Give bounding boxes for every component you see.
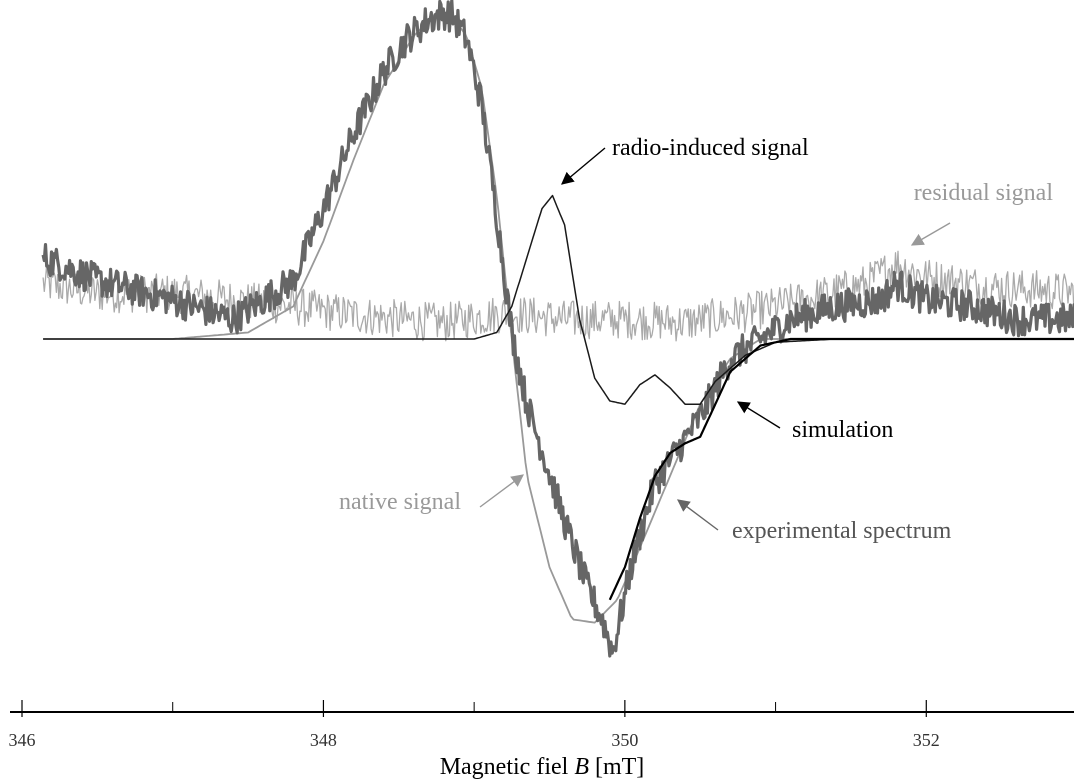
series-line-experimental-spectrum <box>41 0 1074 658</box>
x-axis: 346 348 350 352 Magnetic fiel B [mT] <box>9 700 1074 780</box>
series-line-simulation <box>608 337 1074 601</box>
annotation-residual-signal: residual signal <box>914 180 1054 206</box>
arrow-residual-signal <box>910 222 951 246</box>
annotation-native-signal: native signal <box>339 489 461 515</box>
annotation-radio-induced-signal: radio-induced signal <box>612 135 809 161</box>
x-tick-label: 348 <box>310 730 337 750</box>
x-tick-label: 346 <box>9 730 36 750</box>
x-axis-tick-labels: 346 348 350 352 <box>9 730 940 750</box>
x-tick-label: 350 <box>611 730 638 750</box>
x-axis-title: Magnetic fiel B [mT] <box>440 754 645 780</box>
x-axis-minor-ticks <box>172 702 777 712</box>
x-tick-label: 352 <box>913 730 940 750</box>
annotations: radio-induced signal residual signal sim… <box>339 135 1053 544</box>
arrow-experimental-spectrum <box>676 499 719 531</box>
arrow-native-signal <box>479 474 525 508</box>
arrow-radio-induced-signal <box>561 147 606 185</box>
annotation-experimental-spectrum: experimental spectrum <box>732 518 952 544</box>
series-layer <box>41 0 1074 658</box>
x-axis-major-ticks <box>21 700 927 717</box>
annotation-simulation: simulation <box>792 417 893 443</box>
arrow-simulation <box>736 401 781 429</box>
